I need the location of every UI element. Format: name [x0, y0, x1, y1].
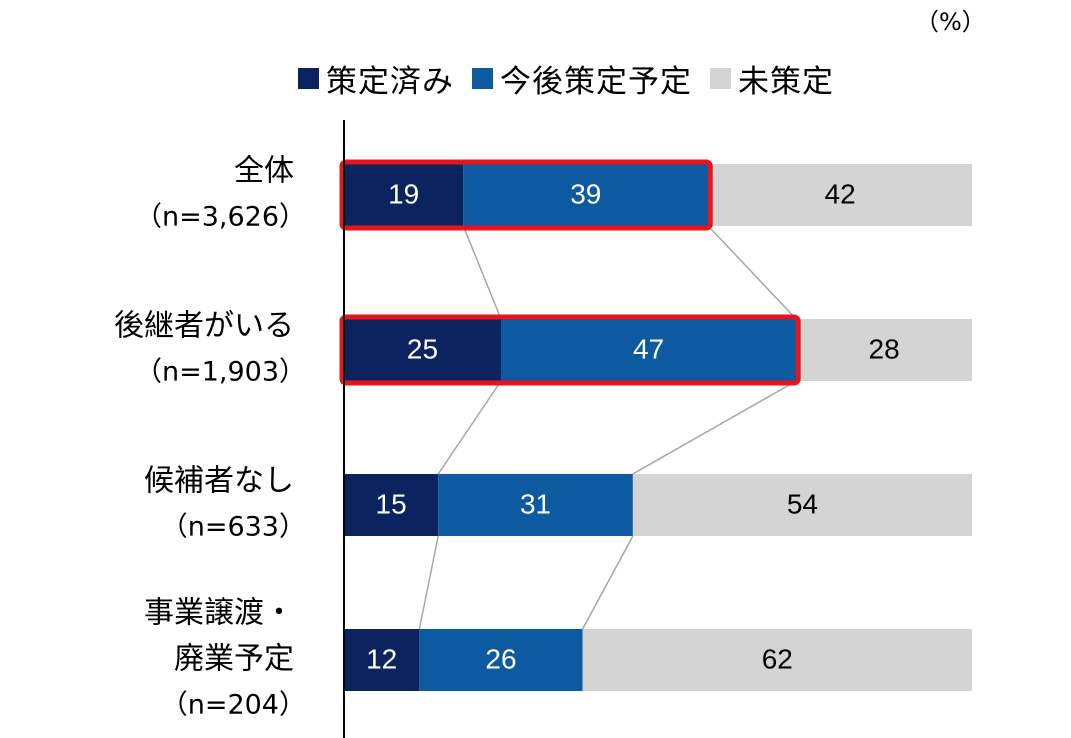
value-label-not-planned: 54	[787, 488, 818, 519]
category-sample-size: （n=1,903）	[135, 357, 306, 388]
bar-segment-planned	[501, 319, 797, 381]
bar-segment-completed	[344, 319, 501, 381]
category-label: 候補者なし	[144, 464, 294, 499]
legend-swatch-completed	[298, 67, 319, 89]
value-label-planned: 47	[633, 333, 664, 364]
bar-segment-not-planned	[708, 164, 972, 226]
bar-segment-not-planned	[632, 474, 972, 536]
legend-swatch-planned	[472, 67, 493, 89]
connector-line	[632, 380, 797, 475]
value-label-not-planned: 28	[869, 333, 900, 364]
category-sample-size: （n=633）	[161, 512, 306, 543]
highlight-box	[339, 159, 713, 231]
value-label-completed: 25	[407, 333, 438, 364]
value-label-not-planned: 62	[762, 643, 793, 674]
bar-segment-planned	[463, 164, 709, 226]
value-label-completed: 12	[366, 643, 397, 674]
category-sample-size: （n=3,626）	[135, 202, 306, 233]
bar-segment-completed	[344, 474, 439, 536]
bar-segment-planned	[419, 629, 583, 691]
connector-line	[581, 535, 634, 630]
connector-line	[418, 535, 439, 630]
category-sample-size: （n=204）	[161, 690, 306, 721]
category-label: 全体	[234, 154, 294, 189]
connector-line	[437, 380, 502, 475]
category-label: 後継者がいる	[114, 309, 294, 344]
legend-item-completed: 策定済み	[298, 56, 454, 101]
legend-item-planned: 今後策定予定	[472, 56, 692, 101]
bar-segment-not-planned	[582, 629, 972, 691]
legend-swatch-not-planned	[710, 67, 731, 89]
legend-label-planned: 今後策定予定	[500, 63, 692, 100]
bar-segment-completed	[344, 164, 464, 226]
legend-label-completed: 策定済み	[326, 63, 454, 100]
value-label-planned: 39	[570, 178, 601, 209]
bar-segment-completed	[344, 629, 420, 691]
category-label: 事業譲渡・	[144, 596, 294, 631]
value-label-planned: 26	[485, 643, 516, 674]
value-label-completed: 15	[376, 488, 407, 519]
value-label-planned: 31	[520, 488, 551, 519]
legend-label-not-planned: 未策定	[738, 63, 834, 100]
category-label: 廃業予定	[174, 642, 294, 677]
value-label-completed: 19	[388, 178, 419, 209]
highlight-box	[339, 314, 801, 386]
value-label-not-planned: 42	[825, 178, 856, 209]
legend: 策定済み 今後策定予定 未策定	[298, 56, 852, 101]
legend-item-not-planned: 未策定	[710, 56, 834, 101]
connector-line	[462, 225, 502, 320]
bar-segment-planned	[438, 474, 633, 536]
connector-line	[707, 225, 797, 320]
unit-label: （%）	[915, 8, 986, 36]
bar-segment-not-planned	[796, 319, 972, 381]
